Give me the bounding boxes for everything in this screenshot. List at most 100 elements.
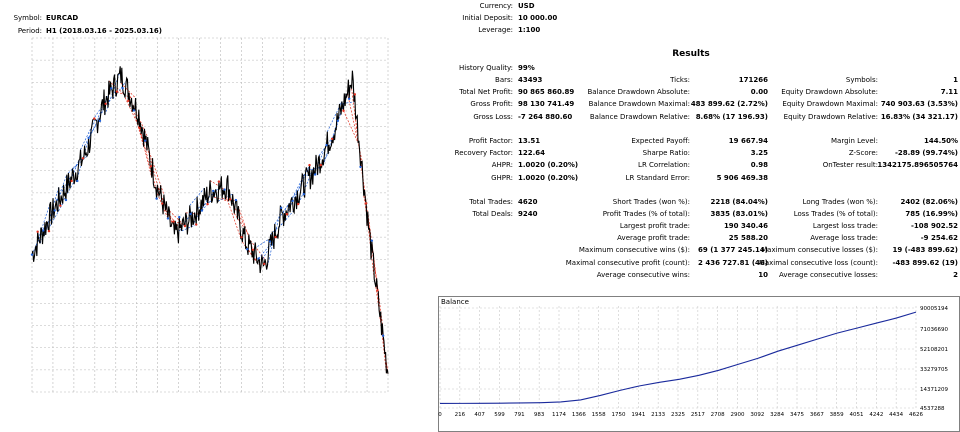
col3-row-label: Margin Level: (831, 137, 878, 145)
col3-row-label: Average loss trade: (810, 234, 878, 242)
col2-row-value: 0.98 (750, 161, 768, 169)
balance-x-tick: 2133 (651, 412, 665, 418)
price-chart-trade-lines (31, 73, 389, 374)
trade-mark (132, 109, 136, 112)
trade-mark (364, 202, 368, 205)
initial-deposit-label: Initial Deposit: (462, 14, 513, 22)
trade-mark (229, 198, 232, 201)
trade-mark (178, 215, 181, 219)
col1-row-label: Bars: (495, 76, 513, 84)
symbol-label: Symbol: (13, 14, 42, 22)
balance-x-tick: 4051 (850, 412, 864, 418)
balance-x-tick: 599 (494, 412, 505, 418)
col3-row-value: 16.83% (34 321.17) (880, 113, 958, 121)
trade-mark (36, 230, 39, 233)
balance-x-tick: 3284 (770, 412, 784, 418)
trade-mark (280, 206, 283, 210)
balance-y-tick: 71036690 (920, 327, 948, 333)
trade-mark (319, 163, 323, 167)
col1-row-label: History Quality: (459, 64, 513, 72)
trade-mark (115, 90, 119, 93)
trade-line (254, 238, 270, 249)
trade-mark (93, 117, 96, 120)
trade-line (242, 241, 258, 263)
period-label: Period: (17, 27, 42, 35)
col3-row-label: Equity Drawdown Maximal: (782, 100, 878, 108)
col1-row-value: 98 130 741.49 (518, 100, 575, 108)
col2-row-label: Average consecutive wins: (596, 271, 690, 279)
col3-row-value: -9 254.62 (920, 234, 958, 242)
col2-row-value: 171266 (738, 76, 768, 84)
trade-mark (359, 165, 362, 169)
balance-chart-grid (439, 306, 917, 409)
trade-line (136, 119, 153, 178)
trade-line (262, 235, 278, 260)
col1-row-label: Total Trades: (469, 198, 513, 206)
balance-chart: Balance 90005194 71036690 52108201 33279705… (438, 296, 960, 432)
col1-row-value: 4620 (518, 198, 538, 206)
trade-mark (104, 102, 107, 105)
trade-mark (144, 139, 147, 142)
balance-chart-y-ticks: 90005194 71036690 52108201 33279705 14371209… (920, 306, 948, 412)
col3-row-value: 7.11 (940, 88, 958, 96)
col1-row-value: 1.0020 (0.20%) (518, 161, 579, 169)
price-chart (30, 37, 389, 393)
balance-line (439, 311, 917, 404)
balance-x-tick: 1366 (572, 412, 586, 418)
trade-mark (212, 189, 215, 193)
trade-mark (206, 202, 209, 206)
col2-row-value: 2 436 727.81 (46) (698, 259, 768, 267)
col2-row-label: Profit Trades (% of total): (602, 210, 690, 218)
trade-mark (172, 220, 175, 223)
trade-line (181, 224, 197, 232)
trade-mark (246, 247, 249, 251)
col1-row-label: GHPR: (491, 174, 513, 182)
trade-line (278, 210, 294, 228)
col3-row-label: Maximum consecutive losses ($): (761, 246, 878, 254)
trade-mark (70, 179, 73, 183)
col2-row-label: Maximal consecutive profit (count): (565, 259, 690, 267)
trade-mark (381, 334, 385, 337)
balance-y-tick: 52108201 (920, 347, 948, 353)
col3-row-value: 2 (953, 271, 958, 279)
col2-row-label: Short Trades (won %): (612, 198, 690, 206)
trade-line (148, 151, 165, 195)
trade-mark (251, 248, 255, 251)
col1-row-value: 1.0020 (0.20%) (518, 174, 579, 182)
balance-y-tick: 33279705 (920, 367, 948, 373)
trade-mark (353, 93, 357, 96)
col3-row-label: Largest loss trade: (812, 222, 878, 230)
balance-x-tick: 3092 (750, 412, 764, 418)
col2-row-label: Expected Payoff: (631, 137, 690, 145)
price-chart-price-line (31, 66, 389, 374)
balance-x-tick: 2900 (731, 412, 745, 418)
col2-row-label: Ticks: (670, 76, 690, 84)
trade-line (132, 105, 149, 138)
trade-mark (47, 229, 51, 233)
trade-line (367, 211, 383, 324)
trade-mark (223, 188, 226, 191)
price-chart-grid (31, 37, 389, 393)
trade-line (128, 92, 144, 147)
balance-y-tick: 90005194 (920, 306, 948, 312)
balance-chart-x-ticks: 0 216 407 599 791 983 1174 1366 1558 1750 1941 2133… (438, 412, 923, 418)
balance-x-tick: 1174 (552, 412, 566, 418)
trade-line (189, 187, 205, 206)
trade-mark (149, 165, 153, 168)
col1-row-label: Gross Profit: (470, 100, 513, 108)
balance-x-tick: 3859 (830, 412, 844, 418)
col3-row-label: Symbols: (845, 76, 878, 84)
trade-mark (234, 198, 238, 202)
col2-row-value: 19 667.94 (728, 137, 768, 145)
trade-mark (342, 109, 345, 112)
price-chart-trade-marks (30, 87, 385, 337)
balance-x-tick: 1558 (592, 412, 606, 418)
col3-row-label: Loss Trades (% of total): (793, 210, 878, 218)
col1-row-label: Gross Loss: (473, 113, 513, 121)
trade-mark (59, 204, 62, 207)
col2-row-value: 2218 (84.04%) (710, 198, 768, 206)
trade-mark (127, 99, 130, 103)
col1-row-label: AHPR: (491, 161, 513, 169)
col2-row-value: 10 (758, 271, 768, 279)
col2-row-label: Balance Drawdown Maximal: (588, 100, 690, 108)
